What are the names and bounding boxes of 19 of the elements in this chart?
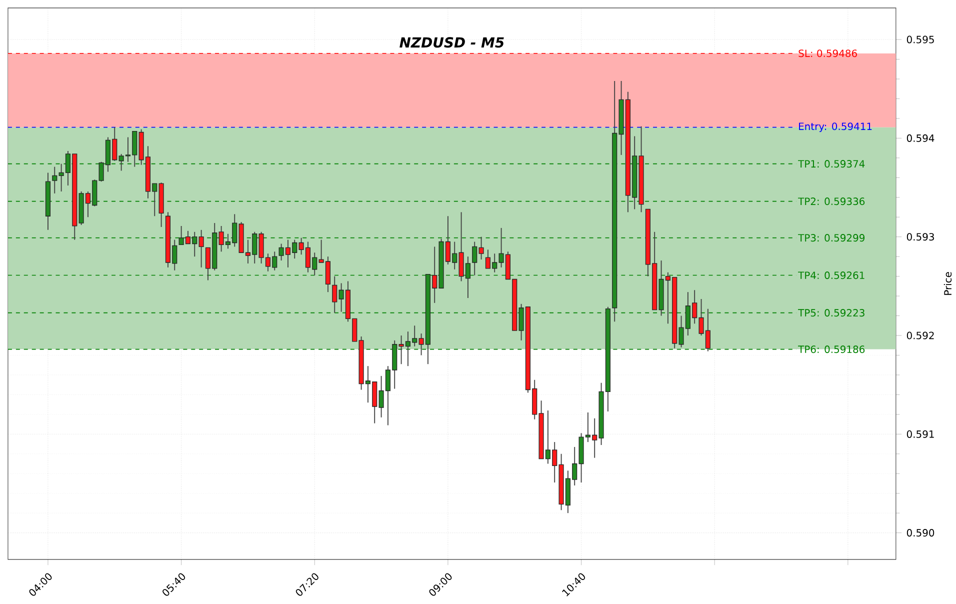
y-tick-label: 0.593: [906, 233, 934, 241]
ref-line-label: TP6: 0.59186: [798, 346, 865, 354]
ref-line-label: TP5: 0.59223: [798, 309, 864, 317]
ref-line-label: TP3: 0.59299: [798, 234, 864, 242]
ref-line-label: SL: 0.59486: [798, 50, 857, 58]
y-tick-label: 0.591: [906, 430, 934, 438]
y-tick-label: 0.590: [906, 529, 934, 537]
ref-line-label: TP4: 0.59261: [798, 272, 864, 280]
y-axis-title: Price: [944, 272, 952, 296]
candlestick: [52, 166, 58, 194]
y-tick-label: 0.595: [906, 36, 934, 44]
ref-line-label: TP2: 0.59336: [798, 198, 865, 206]
y-tick-label: 0.594: [906, 134, 934, 142]
ref-line-label: Entry: 0.59411: [799, 122, 872, 132]
text: NZDUSD - M5: [400, 37, 504, 48]
candlestick: [332, 276, 338, 314]
ref-line-label: TP1: 0.59374: [798, 160, 865, 168]
y-tick-label: 0.592: [906, 332, 934, 340]
candlestick: [198, 230, 204, 268]
